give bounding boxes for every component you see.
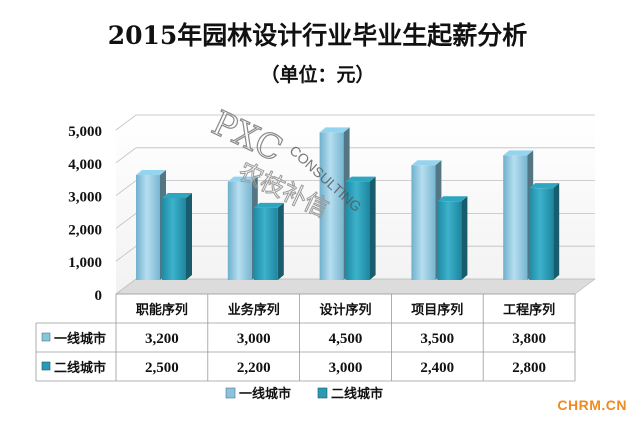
legend: 一线城市 二线城市 (225, 386, 383, 402)
bar-top (253, 202, 284, 208)
plot-area: 0 1,000 2,000 3,000 4,000 5,000 (68, 114, 596, 304)
gridline (115, 114, 595, 131)
bar-top (437, 196, 468, 202)
legend-label: 二线城市 (331, 386, 383, 402)
category-label: 项目序列 (411, 302, 463, 318)
y-tick-label: 5,000 (68, 124, 102, 140)
bar-top (411, 160, 442, 166)
bar (253, 202, 284, 280)
gridline (115, 147, 595, 164)
bar-top (345, 176, 376, 182)
chart-subtitle: （单位：元） (260, 64, 375, 86)
bar-front (345, 181, 370, 280)
legend-label: 一线城市 (239, 386, 291, 402)
bar-front (411, 165, 436, 280)
bar-front (162, 198, 186, 280)
bar (529, 183, 560, 280)
bar-top (319, 127, 350, 133)
data-label: 3,500 (420, 331, 454, 347)
bar (227, 176, 258, 280)
bar-side (461, 196, 468, 280)
data-label: 3,000 (237, 331, 271, 347)
bar (136, 170, 166, 280)
bar (437, 196, 468, 280)
bar-top (162, 193, 192, 198)
data-label: 2,800 (512, 360, 546, 376)
bar-front (529, 188, 554, 280)
bar-top (529, 183, 560, 189)
row-legend-key (41, 332, 51, 342)
bar-front (437, 201, 462, 280)
data-label: 2,200 (237, 360, 271, 376)
bar (411, 160, 442, 280)
bar (503, 150, 534, 280)
y-tick-label: 2,000 (68, 222, 102, 238)
data-label: 2,500 (145, 360, 179, 376)
bar-front (227, 181, 252, 280)
category-label: 业务序列 (228, 302, 280, 318)
y-tick-label: 3,000 (68, 190, 102, 206)
data-label: 3,000 (329, 360, 363, 376)
row-series-label: 一线城市 (54, 331, 106, 347)
data-label: 3,800 (512, 331, 546, 347)
bar-front (503, 155, 528, 280)
chart-title: 2015年园林设计行业毕业生起薪分析 (107, 21, 528, 50)
bar-side (369, 176, 376, 280)
legend-key (225, 387, 236, 399)
category-label: 工程序列 (503, 302, 555, 318)
bar (345, 176, 376, 280)
site-badge: CHRM.CN (557, 397, 627, 413)
data-label: 3,200 (145, 331, 179, 347)
data-label: 4,500 (329, 331, 363, 347)
bar-front (253, 207, 278, 280)
y-tick-label: 0 (95, 288, 103, 304)
y-tick-label: 1,000 (68, 255, 102, 271)
category-label: 设计序列 (319, 302, 371, 318)
row-series-label: 二线城市 (54, 360, 106, 376)
bar-front (319, 132, 344, 280)
bar-side (277, 202, 284, 280)
legend-key (317, 387, 328, 399)
bar-side (186, 193, 192, 280)
bar (162, 193, 192, 280)
bar-top (503, 150, 534, 156)
bar-side (553, 183, 560, 280)
row-legend-key (41, 361, 51, 371)
bar-top (227, 176, 258, 182)
bar-front (136, 175, 160, 280)
y-tick-label: 4,000 (68, 157, 102, 173)
category-label: 职能序列 (136, 302, 188, 318)
bar-top (136, 170, 166, 176)
chart-floor (115, 278, 596, 295)
bar (319, 127, 350, 281)
data-label: 2,400 (420, 360, 454, 376)
